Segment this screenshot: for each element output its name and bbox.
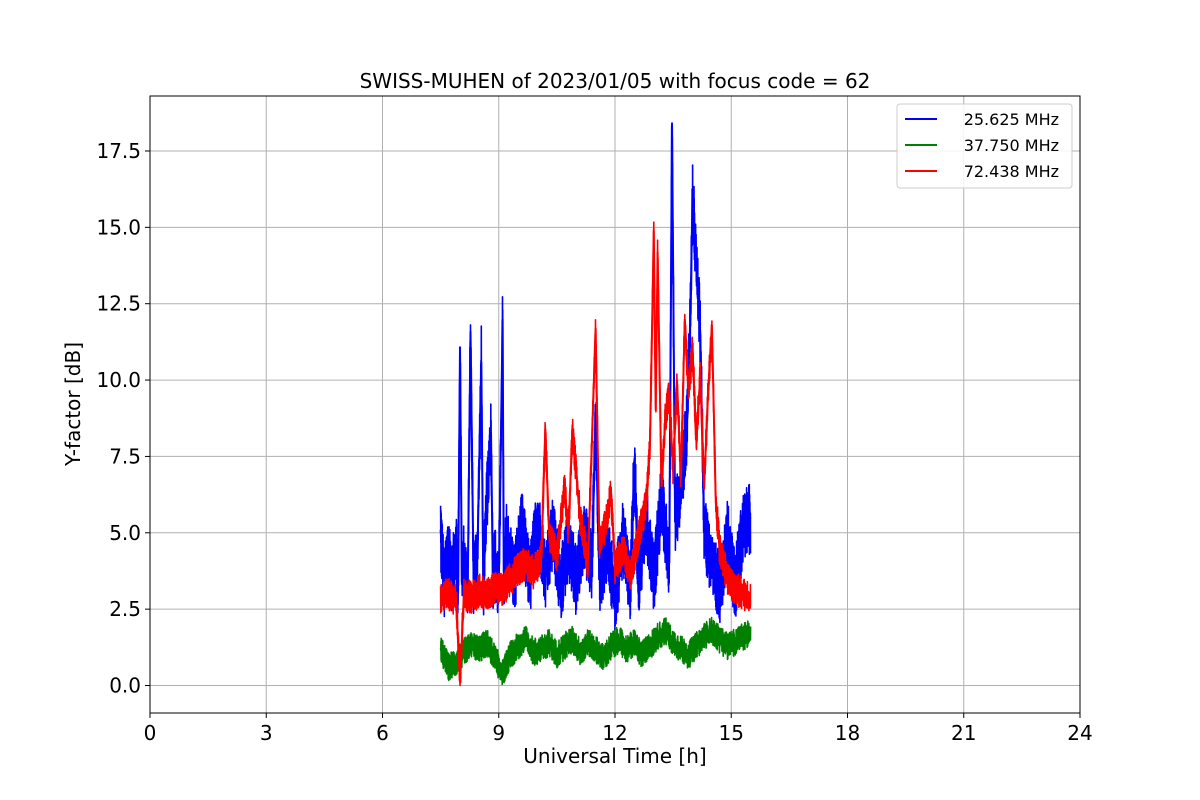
legend-box xyxy=(896,103,1073,189)
y-tick-label: 17.5 xyxy=(96,139,141,163)
series-anchor-line xyxy=(439,629,751,676)
x-tick-label: 24 xyxy=(1067,721,1092,745)
y-tick-label: 15.0 xyxy=(96,215,141,239)
y-tick-label: 10.0 xyxy=(96,368,141,392)
x-tick-label: 3 xyxy=(260,721,273,745)
series-layer xyxy=(439,122,752,687)
x-tick-label: 6 xyxy=(376,721,389,745)
y-tick-label: 2.5 xyxy=(109,597,141,621)
legend-entry: 37.750 MHz xyxy=(964,136,1059,155)
chart-title: SWISS-MUHEN of 2023/01/05 with focus cod… xyxy=(360,69,871,93)
x-tick-label: 12 xyxy=(602,721,627,745)
legend-entry: 25.625 MHz xyxy=(964,110,1059,129)
y-axis-label: Y-factor [dB] xyxy=(61,342,85,467)
x-tick-label: 21 xyxy=(951,721,976,745)
series-line xyxy=(439,616,752,686)
legend-entry: 72.438 MHz xyxy=(964,162,1059,181)
y-tick-label: 7.5 xyxy=(109,444,141,468)
y-tick-label: 12.5 xyxy=(96,292,141,316)
x-tick-label: 15 xyxy=(719,721,744,745)
ticks: 0 3 6 9 12 15 18 21 24 0.0 2.5 5.0 7.5 10.0 12.5 15.0 17… xyxy=(96,139,1092,745)
x-axis-label: Universal Time [h] xyxy=(523,744,706,768)
x-tick-label: 0 xyxy=(144,721,157,745)
y-tick-label: 0.0 xyxy=(109,674,141,698)
x-tick-label: 18 xyxy=(835,721,860,745)
y-tick-label: 5.0 xyxy=(109,521,141,545)
series-anchor-line xyxy=(440,230,752,683)
legend: 25.625 MHz 37.750 MHz 72.438 MHz xyxy=(896,103,1073,189)
x-tick-label: 9 xyxy=(492,721,505,745)
